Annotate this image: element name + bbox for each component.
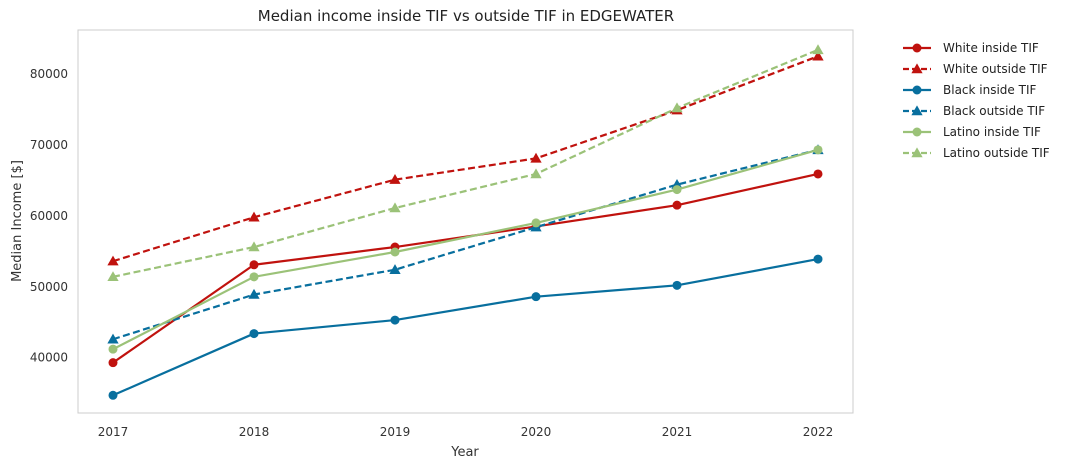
- chart-title: Median income inside TIF vs outside TIF …: [258, 7, 674, 25]
- x-axis-label: Year: [450, 445, 479, 460]
- data-point: [248, 288, 260, 299]
- data-point: [911, 147, 923, 158]
- data-point: [389, 202, 401, 213]
- legend-entry: Latino inside TIF: [903, 125, 1041, 139]
- legend-entry: White inside TIF: [903, 41, 1039, 55]
- data-point: [248, 241, 260, 252]
- data-point: [108, 344, 118, 354]
- data-point: [911, 105, 923, 116]
- x-tick-label: 2019: [380, 425, 411, 439]
- data-point: [107, 271, 119, 282]
- series-layer: [107, 44, 824, 400]
- data-point: [672, 200, 682, 210]
- data-point: [813, 254, 823, 264]
- series-line: [112, 258, 819, 397]
- data-point: [813, 169, 823, 179]
- legend-label: Latino outside TIF: [943, 146, 1050, 160]
- data-point: [911, 63, 923, 74]
- data-point: [530, 168, 542, 179]
- legend-entry: Latino outside TIF: [903, 146, 1050, 160]
- data-point: [912, 43, 922, 53]
- series-line: [112, 55, 819, 263]
- y-tick-label: 50000: [30, 280, 68, 294]
- plot-area: [77, 29, 854, 414]
- legend-entry: White outside TIF: [903, 62, 1048, 76]
- data-point: [389, 264, 401, 274]
- legend-entry: Black outside TIF: [903, 104, 1045, 118]
- y-axis-ticks: 40000 50000 60000 70000 80000: [30, 67, 68, 365]
- data-point: [530, 152, 542, 163]
- data-point: [812, 50, 824, 61]
- data-point: [108, 358, 118, 368]
- data-point: [390, 247, 400, 257]
- data-point: [812, 44, 824, 55]
- series: [108, 145, 823, 354]
- series: [108, 254, 823, 400]
- y-tick-label: 80000: [30, 67, 68, 81]
- legend-label: White inside TIF: [943, 41, 1039, 55]
- data-point: [389, 174, 401, 184]
- data-point: [248, 211, 260, 222]
- legend-label: Black inside TIF: [943, 83, 1036, 97]
- x-tick-label: 2020: [521, 425, 552, 439]
- x-tick-label: 2018: [239, 425, 270, 439]
- data-point: [813, 145, 823, 155]
- series-line: [112, 148, 819, 341]
- data-point: [249, 272, 259, 282]
- y-tick-label: 70000: [30, 138, 68, 152]
- data-point: [108, 390, 118, 400]
- data-point: [531, 292, 541, 302]
- data-point: [531, 218, 541, 228]
- legend: White inside TIF White outside TIF Black i…: [903, 41, 1050, 160]
- series-line: [112, 48, 819, 278]
- data-point: [107, 333, 119, 344]
- data-point: [912, 127, 922, 137]
- series-line: [112, 148, 819, 351]
- data-point: [249, 260, 259, 270]
- data-point: [390, 315, 400, 325]
- x-tick-label: 2017: [98, 425, 129, 439]
- y-tick-label: 40000: [30, 351, 68, 365]
- data-point: [672, 280, 682, 290]
- series: [107, 44, 824, 282]
- x-axis-ticks: 2017 2018 2019 2020 2021 2022: [98, 425, 834, 439]
- legend-entry: Black inside TIF: [903, 83, 1036, 97]
- data-point: [672, 185, 682, 195]
- data-point: [249, 329, 259, 339]
- data-point: [912, 85, 922, 95]
- y-tick-label: 60000: [30, 209, 68, 223]
- legend-label: White outside TIF: [943, 62, 1048, 76]
- data-point: [107, 255, 119, 266]
- legend-label: Latino inside TIF: [943, 125, 1041, 139]
- x-tick-label: 2022: [803, 425, 834, 439]
- legend-label: Black outside TIF: [943, 104, 1045, 118]
- x-tick-label: 2021: [662, 425, 693, 439]
- data-point: [671, 102, 683, 113]
- y-axis-label: Median Income [$]: [10, 160, 25, 282]
